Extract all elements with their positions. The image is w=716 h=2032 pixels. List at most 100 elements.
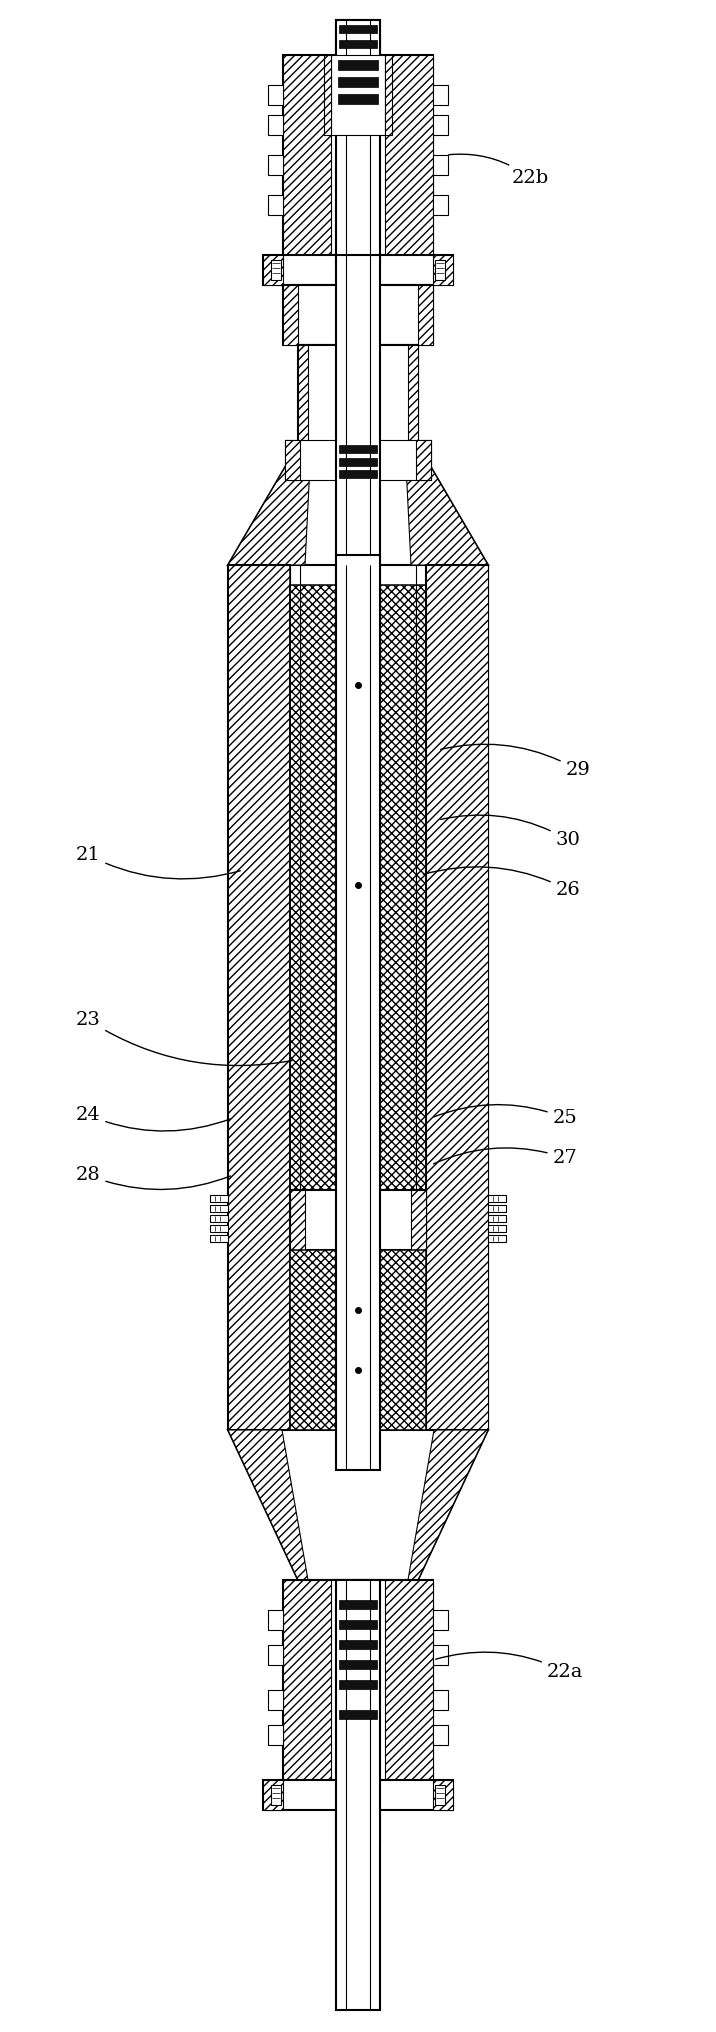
Polygon shape bbox=[433, 154, 448, 175]
Polygon shape bbox=[416, 441, 431, 480]
Text: 27: 27 bbox=[433, 1148, 577, 1166]
Polygon shape bbox=[268, 1646, 283, 1664]
Polygon shape bbox=[433, 116, 448, 134]
Polygon shape bbox=[433, 195, 448, 215]
Text: 26: 26 bbox=[424, 868, 581, 898]
Polygon shape bbox=[283, 1581, 331, 1780]
Polygon shape bbox=[408, 345, 418, 445]
Bar bbox=[271, 1784, 281, 1804]
Polygon shape bbox=[433, 1691, 448, 1711]
Polygon shape bbox=[268, 195, 283, 215]
Bar bbox=[210, 1235, 228, 1242]
Bar bbox=[339, 1831, 377, 1839]
Polygon shape bbox=[228, 1431, 488, 1581]
Bar bbox=[339, 1660, 377, 1668]
Bar bbox=[488, 1195, 506, 1203]
Polygon shape bbox=[385, 55, 392, 134]
Bar bbox=[285, 441, 431, 480]
Bar bbox=[228, 565, 290, 1431]
Text: 21: 21 bbox=[76, 845, 241, 880]
Bar bbox=[210, 1195, 228, 1203]
Bar bbox=[339, 1815, 377, 1823]
Polygon shape bbox=[268, 85, 283, 106]
Bar bbox=[339, 41, 377, 49]
Polygon shape bbox=[228, 565, 290, 1431]
Polygon shape bbox=[268, 1691, 283, 1711]
Bar bbox=[263, 254, 453, 284]
Bar bbox=[488, 1225, 506, 1231]
Polygon shape bbox=[418, 284, 433, 345]
Polygon shape bbox=[426, 565, 488, 1431]
Bar bbox=[338, 77, 378, 87]
Bar bbox=[339, 24, 377, 33]
Bar bbox=[210, 1215, 228, 1221]
Text: 29: 29 bbox=[441, 744, 591, 778]
Bar bbox=[283, 284, 433, 345]
Polygon shape bbox=[228, 1431, 308, 1581]
Bar bbox=[298, 345, 418, 445]
Bar bbox=[331, 55, 385, 134]
Polygon shape bbox=[324, 55, 331, 134]
Bar bbox=[336, 254, 380, 585]
Polygon shape bbox=[433, 1780, 453, 1811]
Bar bbox=[336, 1811, 380, 1845]
Bar bbox=[426, 565, 488, 1431]
Polygon shape bbox=[228, 445, 311, 565]
Polygon shape bbox=[283, 284, 298, 345]
Bar bbox=[435, 260, 445, 280]
Text: 30: 30 bbox=[441, 815, 581, 849]
Polygon shape bbox=[385, 1581, 433, 1780]
Text: 23: 23 bbox=[76, 1012, 292, 1065]
Bar bbox=[290, 1191, 426, 1250]
Bar bbox=[435, 1784, 445, 1804]
Bar bbox=[339, 469, 377, 478]
Bar bbox=[339, 445, 377, 453]
Bar bbox=[488, 1205, 506, 1211]
Polygon shape bbox=[298, 345, 308, 445]
Bar bbox=[488, 1235, 506, 1242]
Bar bbox=[336, 20, 380, 264]
Polygon shape bbox=[268, 154, 283, 175]
Bar bbox=[488, 1215, 506, 1221]
Polygon shape bbox=[285, 441, 300, 480]
Polygon shape bbox=[433, 1646, 448, 1664]
Bar bbox=[290, 585, 426, 1191]
Polygon shape bbox=[411, 1191, 426, 1250]
Polygon shape bbox=[433, 254, 453, 284]
Bar bbox=[283, 55, 433, 254]
Polygon shape bbox=[385, 55, 433, 254]
Text: 22b: 22b bbox=[449, 154, 548, 187]
Polygon shape bbox=[268, 1725, 283, 1745]
Text: 25: 25 bbox=[434, 1105, 577, 1128]
Bar bbox=[338, 61, 378, 69]
Polygon shape bbox=[228, 445, 488, 565]
Polygon shape bbox=[263, 254, 283, 284]
Text: 24: 24 bbox=[76, 1105, 231, 1132]
Text: 28: 28 bbox=[76, 1166, 231, 1189]
Bar bbox=[339, 457, 377, 465]
Bar bbox=[290, 1250, 426, 1431]
Polygon shape bbox=[433, 1725, 448, 1745]
Bar bbox=[339, 1620, 377, 1630]
Polygon shape bbox=[283, 55, 331, 254]
Polygon shape bbox=[263, 1780, 283, 1811]
Text: 22a: 22a bbox=[435, 1652, 584, 1680]
Bar bbox=[263, 1780, 453, 1811]
Bar bbox=[339, 1640, 377, 1650]
Bar bbox=[338, 93, 378, 104]
Polygon shape bbox=[433, 1609, 448, 1630]
Polygon shape bbox=[405, 445, 488, 565]
Bar bbox=[271, 260, 281, 280]
Bar bbox=[339, 1599, 377, 1609]
Bar bbox=[210, 1205, 228, 1211]
Bar bbox=[283, 1581, 433, 1780]
Bar bbox=[336, 20, 380, 55]
Polygon shape bbox=[408, 1431, 488, 1581]
Bar bbox=[210, 1225, 228, 1231]
Bar bbox=[339, 1680, 377, 1689]
Polygon shape bbox=[268, 116, 283, 134]
Bar bbox=[336, 555, 380, 1469]
Bar bbox=[339, 1711, 377, 1719]
Polygon shape bbox=[433, 85, 448, 106]
Polygon shape bbox=[268, 1609, 283, 1630]
